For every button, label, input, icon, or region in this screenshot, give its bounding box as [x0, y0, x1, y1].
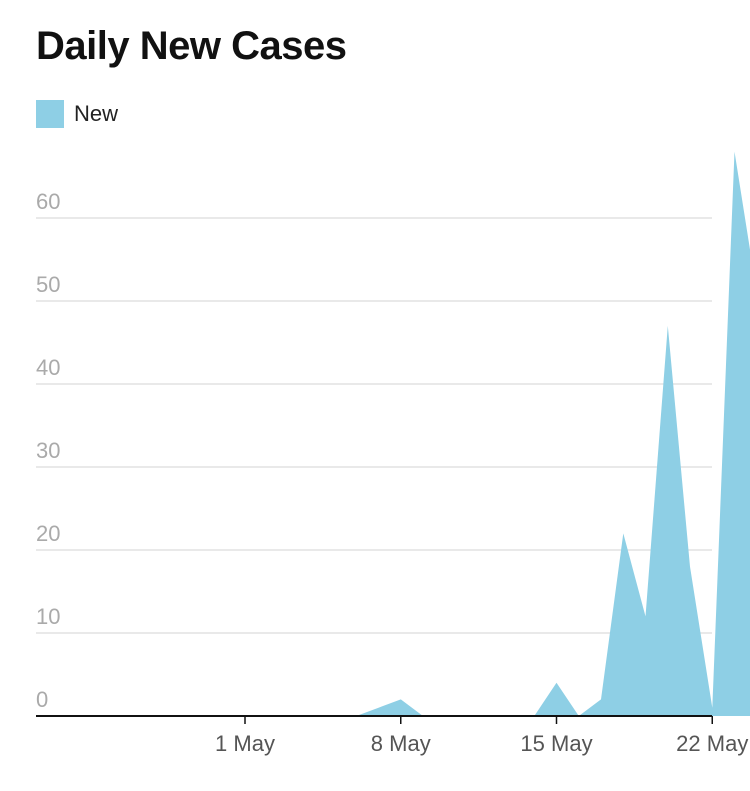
x-tick-label: 15 May: [520, 731, 592, 756]
x-tick-label: 8 May: [371, 731, 431, 756]
y-tick-label: 10: [36, 604, 60, 629]
y-tick-label: 30: [36, 438, 60, 463]
y-tick-label: 60: [36, 189, 60, 214]
y-tick-label: 50: [36, 272, 60, 297]
chart-title: Daily New Cases: [36, 24, 347, 68]
series-area-new: [111, 151, 750, 716]
y-tick-label: 0: [36, 687, 48, 712]
legend-label: New: [74, 101, 119, 126]
y-tick-label: 40: [36, 355, 60, 380]
x-tick-label: 22 May: [676, 731, 748, 756]
x-tick-label: 1 May: [215, 731, 275, 756]
legend: New: [36, 100, 118, 128]
y-tick-label: 20: [36, 521, 60, 546]
legend-swatch: [36, 100, 64, 128]
